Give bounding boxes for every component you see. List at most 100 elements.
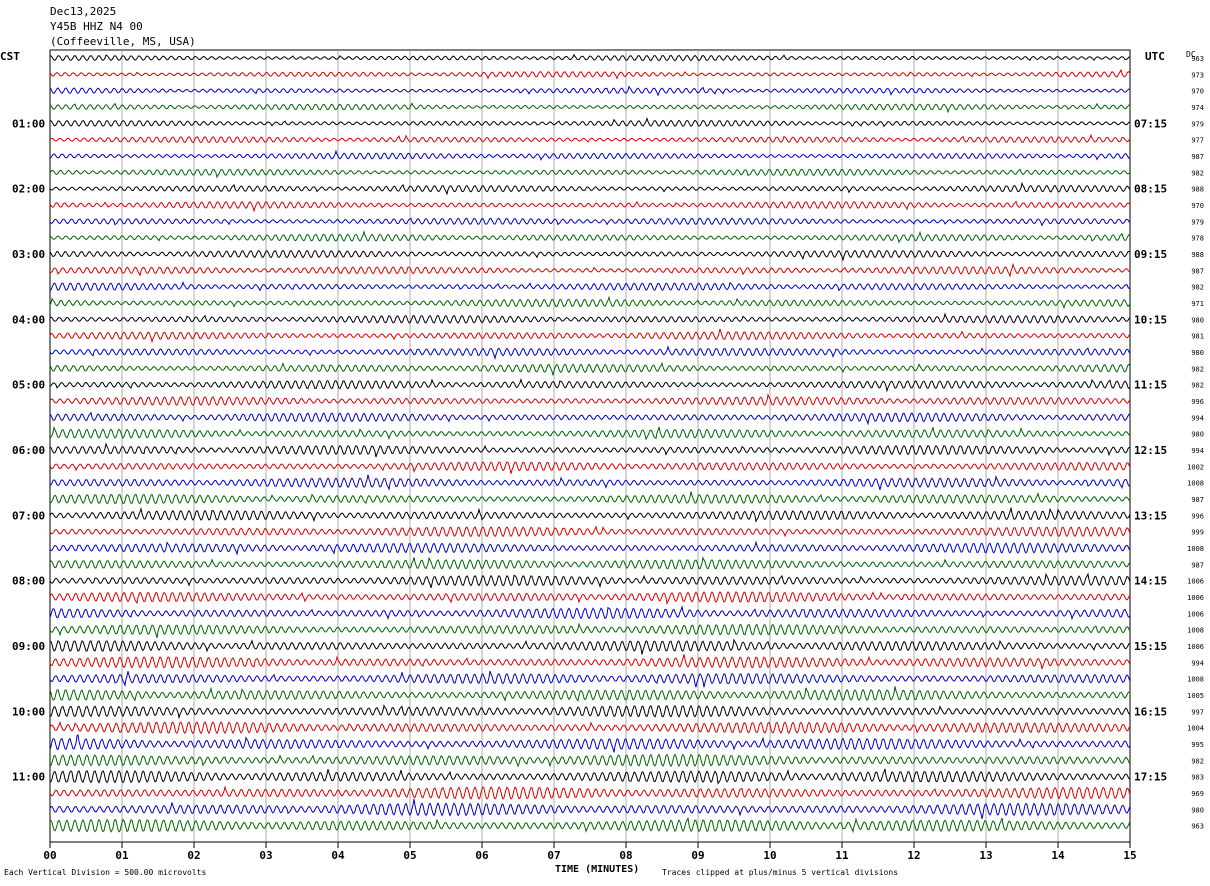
dc-value-label: 1006 xyxy=(1187,610,1204,618)
right-hour-label: 13:15 xyxy=(1134,509,1167,522)
seismic-trace xyxy=(49,540,1131,556)
seismic-trace xyxy=(49,638,1131,655)
right-hour-label: 14:15 xyxy=(1134,575,1167,588)
dc-value-label: 981 xyxy=(1191,333,1204,341)
right-hour-label: 10:15 xyxy=(1134,313,1167,326)
dc-value-label: 1004 xyxy=(1187,725,1204,733)
seismic-trace xyxy=(49,426,1131,441)
seismic-trace xyxy=(49,68,1131,80)
dc-value-label: 994 xyxy=(1191,659,1204,667)
dc-value-label: 994 xyxy=(1191,447,1204,455)
right-hour-label: 16:15 xyxy=(1134,705,1167,718)
seismic-trace xyxy=(49,168,1131,179)
dc-value-label: 982 xyxy=(1191,365,1204,373)
left-hour-label: 07:00 xyxy=(12,509,45,522)
dc-value-label: 982 xyxy=(1191,284,1204,292)
dc-value-label: 982 xyxy=(1191,169,1204,177)
dc-value-label: 1008 xyxy=(1187,480,1204,488)
seismic-trace xyxy=(49,411,1131,426)
clip-note: Traces clipped at plus/minus 5 vertical … xyxy=(662,868,899,877)
station-code: Y45B HHZ N4 00 xyxy=(50,20,143,33)
dc-value-label: 1006 xyxy=(1187,578,1204,586)
right-hour-label: 17:15 xyxy=(1134,771,1167,784)
seismic-trace xyxy=(49,377,1131,393)
seismic-trace xyxy=(49,768,1131,785)
x-tick-label: 03 xyxy=(259,849,272,862)
seismic-trace xyxy=(49,328,1131,344)
dc-value-label: 963 xyxy=(1191,823,1204,831)
x-tick-label: 13 xyxy=(979,849,992,862)
dc-value-label: 996 xyxy=(1191,398,1204,406)
dc-value-label: 1008 xyxy=(1187,676,1204,684)
dc-value-label: 997 xyxy=(1191,708,1204,716)
dc-value-label: 963 xyxy=(1191,55,1204,63)
left-hour-label: 10:00 xyxy=(12,705,45,718)
right-hour-label: 09:15 xyxy=(1134,248,1167,261)
x-tick-label: 06 xyxy=(475,849,489,862)
seismic-trace xyxy=(49,556,1131,570)
seismic-trace xyxy=(49,361,1131,376)
dc-value-label: 970 xyxy=(1191,88,1204,96)
x-tick-label: 12 xyxy=(907,849,920,862)
x-tick-label: 09 xyxy=(691,849,704,862)
seismic-trace xyxy=(50,53,1131,62)
right-timezone-label: UTC xyxy=(1145,50,1165,63)
left-hour-label: 08:00 xyxy=(12,575,45,588)
seismic-trace xyxy=(49,461,1131,474)
dc-value-label: 977 xyxy=(1191,137,1204,145)
left-hour-label: 05:00 xyxy=(12,379,45,392)
x-tick-label: 05 xyxy=(403,849,416,862)
dc-value-label: 980 xyxy=(1191,431,1204,439)
seismic-trace xyxy=(49,654,1131,670)
dc-value-label: 987 xyxy=(1191,153,1204,161)
dc-value-label: 1008 xyxy=(1187,545,1204,553)
seismic-trace xyxy=(49,591,1131,606)
dc-value-label: 1006 xyxy=(1187,594,1204,602)
seismic-trace xyxy=(49,200,1131,213)
right-hour-label: 08:15 xyxy=(1134,183,1167,196)
seismic-trace xyxy=(49,133,1131,144)
dc-value-label: 982 xyxy=(1191,757,1204,765)
seismic-trace xyxy=(49,572,1131,589)
dc-value-label: 988 xyxy=(1191,251,1204,259)
right-hour-label: 12:15 xyxy=(1134,444,1167,457)
dc-value-label: 979 xyxy=(1191,120,1204,128)
dc-value-label: 987 xyxy=(1191,496,1204,504)
x-tick-label: 11 xyxy=(835,849,849,862)
seismic-trace xyxy=(49,474,1131,491)
seismic-trace xyxy=(49,181,1131,196)
dc-value-label: 1002 xyxy=(1187,463,1204,471)
dc-value-label: 980 xyxy=(1191,316,1204,324)
x-tick-label: 07 xyxy=(547,849,560,862)
seismic-trace xyxy=(49,345,1131,361)
dc-value-label: 979 xyxy=(1191,218,1204,226)
left-hour-label: 02:00 xyxy=(12,183,45,196)
seismic-trace xyxy=(49,281,1131,292)
station-location: (Coffeeville, MS, USA) xyxy=(50,35,196,48)
seismic-trace xyxy=(49,229,1131,244)
dc-value-label: 978 xyxy=(1191,235,1204,243)
seismic-trace xyxy=(49,262,1131,278)
plot-frame xyxy=(49,49,1131,843)
seismic-trace xyxy=(49,720,1131,735)
vertical-division-note: Each Vertical Division = 500.00 microvol… xyxy=(4,868,207,877)
left-hour-label: 04:00 xyxy=(12,313,45,326)
seismic-trace xyxy=(49,816,1131,834)
seismic-trace xyxy=(49,704,1131,720)
seismic-trace xyxy=(49,670,1131,688)
dc-value-label: 982 xyxy=(1191,382,1204,390)
dc-column-title: DC xyxy=(1186,50,1196,59)
seismic-trace xyxy=(49,785,1131,800)
x-tick-label: 10 xyxy=(763,849,776,862)
x-tick-label: 08 xyxy=(619,849,632,862)
dc-value-label: 974 xyxy=(1191,104,1204,112)
x-tick-label: 02 xyxy=(187,849,200,862)
left-hour-label: 09:00 xyxy=(12,640,45,653)
seismic-trace xyxy=(49,753,1131,768)
right-hour-label: 11:15 xyxy=(1134,379,1167,392)
dc-value-label: 1005 xyxy=(1187,692,1204,700)
seismic-trace xyxy=(49,116,1131,128)
dc-value-label: 969 xyxy=(1191,790,1204,798)
right-hour-label: 15:15 xyxy=(1134,640,1167,653)
